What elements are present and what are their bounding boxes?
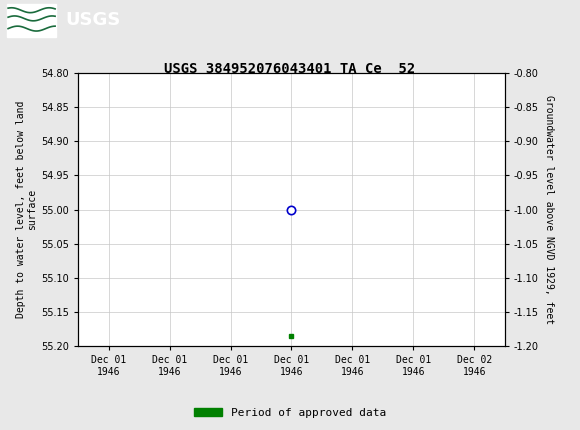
Text: USGS: USGS bbox=[65, 12, 120, 29]
Y-axis label: Depth to water level, feet below land
surface: Depth to water level, feet below land su… bbox=[16, 101, 37, 318]
Bar bbox=[7, 4, 56, 37]
Y-axis label: Groundwater level above NGVD 1929, feet: Groundwater level above NGVD 1929, feet bbox=[544, 95, 554, 324]
Text: USGS 384952076043401 TA Ce  52: USGS 384952076043401 TA Ce 52 bbox=[164, 62, 416, 77]
Legend: Period of approved data: Period of approved data bbox=[190, 403, 390, 422]
